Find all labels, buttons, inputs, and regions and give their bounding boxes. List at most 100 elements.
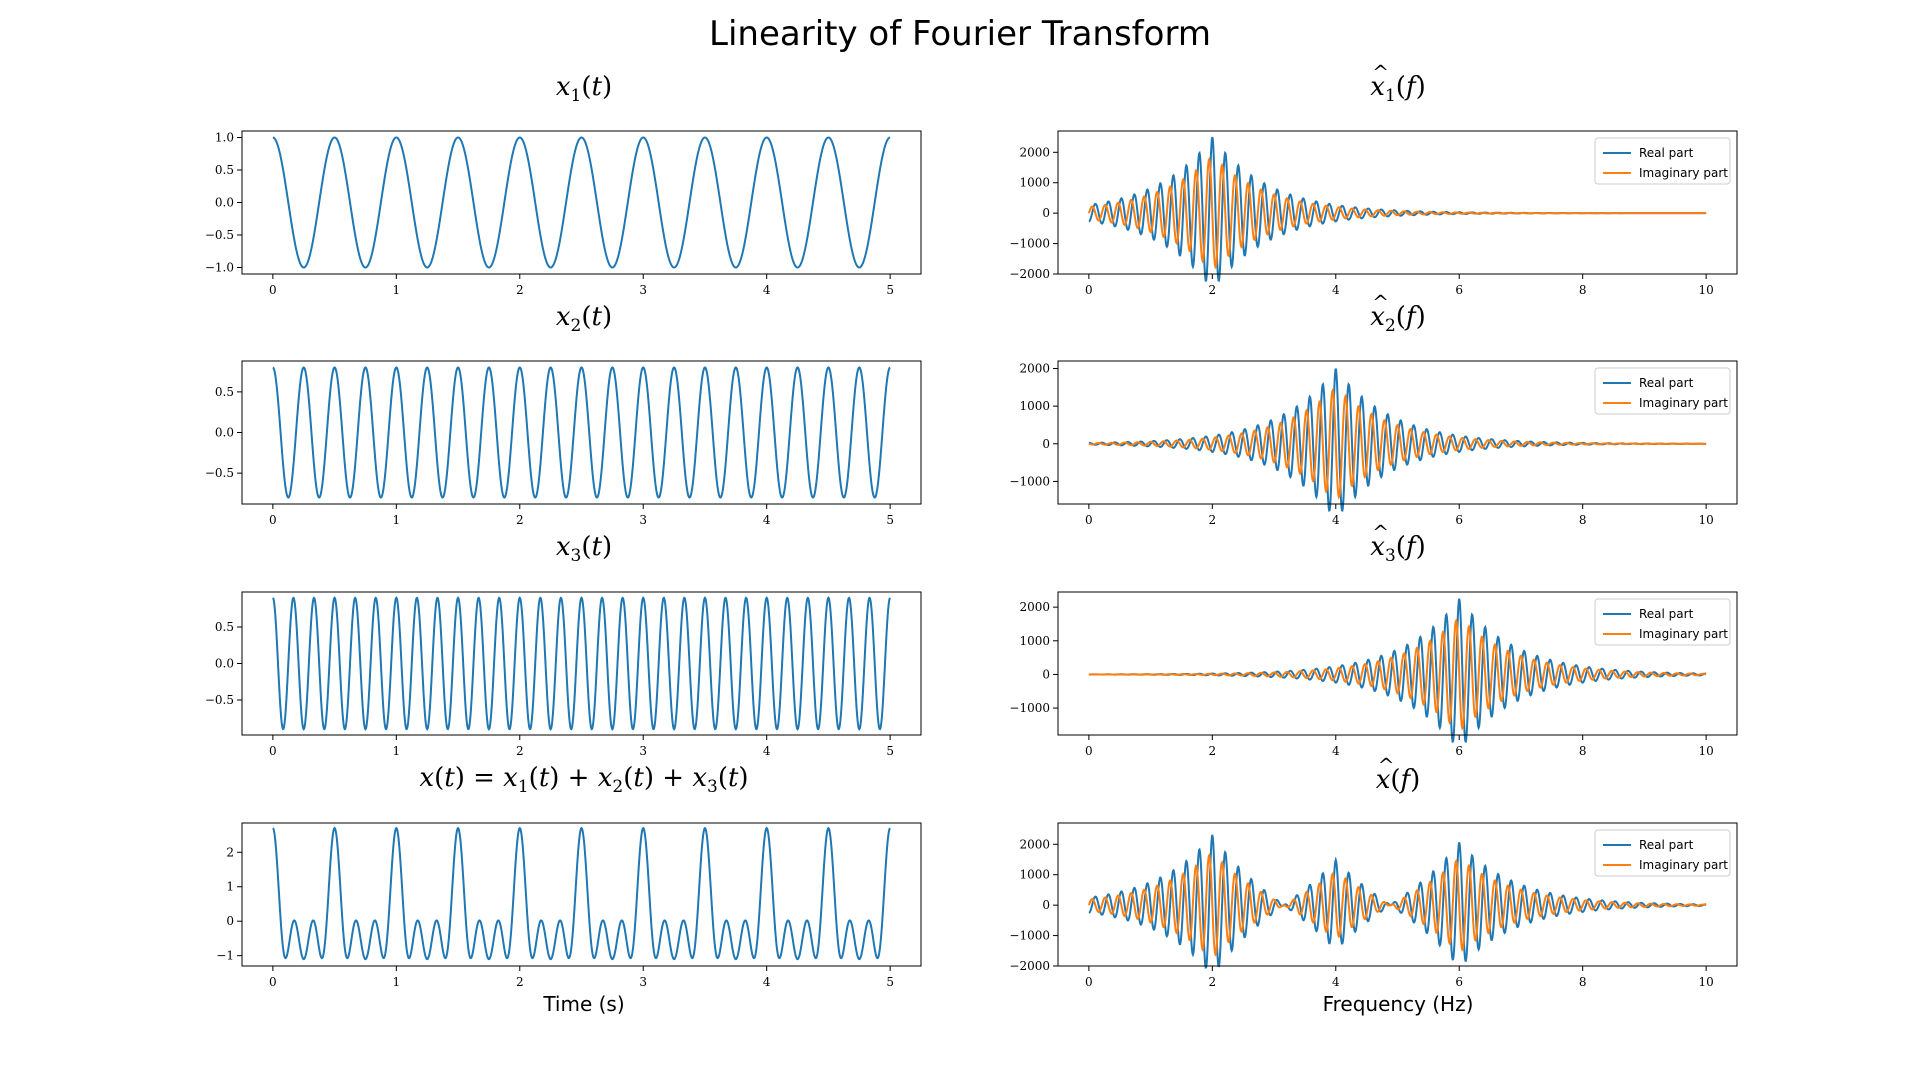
plot-5-ytick-label: −0.5 (205, 693, 234, 707)
plot-1-xtick-label: 3 (639, 283, 647, 297)
plot-7-xtick-label: 1 (392, 975, 400, 989)
title-x2: x2(t) (555, 302, 613, 336)
plot-4-frame (1057, 360, 1738, 505)
plot-8-xtick-label: 2 (1208, 975, 1216, 989)
plot-6-legend-label: Imaginary part (1639, 627, 1728, 641)
plot-7-xtick-label: 0 (269, 975, 277, 989)
plot-2-xtick-label: 6 (1455, 283, 1463, 297)
plot-5-xtick-label: 4 (763, 744, 771, 758)
plot-3-xtick-label: 5 (886, 513, 894, 527)
plot-4-xtick-label: 0 (1085, 513, 1093, 527)
plot-4-xtick-label: 4 (1332, 513, 1340, 527)
plot-7-ytick-label: 2 (226, 845, 234, 859)
plot-5-signal-line (272, 596, 891, 731)
plot-6-ytick-label: 0 (1042, 667, 1050, 681)
plot-7-ytick-label: 1 (226, 880, 234, 894)
title-x1-hat: x1(f) (1298, 60, 1498, 106)
plot-2-xtick-label: 4 (1332, 283, 1340, 297)
plot-1-ytick-label: 0.0 (215, 196, 234, 210)
frequency-axis-label: Frequency (Hz) (1322, 992, 1474, 1016)
plot-8-ytick-label: 1000 (1019, 868, 1050, 882)
plot-4-ytick-label: 1000 (1019, 399, 1050, 413)
plot-1-ytick-label: −0.5 (205, 228, 234, 242)
plot-3-ytick-label: 0.0 (215, 426, 234, 440)
plot-6-ytick-label: −1000 (1009, 701, 1050, 715)
plot-6-xtick-label: 8 (1579, 744, 1587, 758)
title-x1: x1(t) (555, 72, 613, 106)
plot-1-xtick-label: 4 (763, 283, 771, 297)
title-x-sum: x(t) = x1(t) + x2(t) + x3(t) (419, 763, 749, 797)
plot-6-ytick-label: 1000 (1019, 634, 1050, 648)
plot-2-legend-label: Real part (1639, 146, 1694, 160)
plot-5-frame (241, 591, 922, 736)
plot-8-xtick-label: 10 (1698, 975, 1713, 989)
plot-8-real-line (1088, 834, 1707, 969)
plot-4-ytick-label: −1000 (1009, 474, 1050, 488)
plot-2-xtick-label: 10 (1698, 283, 1713, 297)
plot-6-xtick-label: 4 (1332, 744, 1340, 758)
plot-4-xtick-label: 10 (1698, 513, 1713, 527)
plot-1-ytick-label: 1.0 (215, 131, 234, 145)
plot-7-xtick-label: 2 (516, 975, 524, 989)
plot-3-signal-line (272, 366, 891, 499)
plot-7-xtick-label: 4 (763, 975, 771, 989)
plot-3-xtick-label: 3 (639, 513, 647, 527)
plot-6-xtick-label: 2 (1208, 744, 1216, 758)
plot-5-xtick-label: 5 (886, 744, 894, 758)
plot-1-frame (241, 130, 922, 275)
plot-7-ytick-label: −1 (216, 949, 234, 963)
plot-6-xtick-label: 6 (1455, 744, 1463, 758)
title-x3: x3(t) (555, 532, 613, 566)
plot-4-legend-label: Imaginary part (1639, 396, 1728, 410)
plot-5-xtick-label: 1 (392, 744, 400, 758)
plot-1-xtick-label: 0 (269, 283, 277, 297)
plot-4-ytick-label: 2000 (1019, 362, 1050, 376)
plot-3-xtick-label: 1 (392, 513, 400, 527)
plot-8-xtick-label: 6 (1455, 975, 1463, 989)
plot-2-xtick-label: 8 (1579, 283, 1587, 297)
plot-5-xtick-label: 2 (516, 744, 524, 758)
plot-2-legend-label: Imaginary part (1639, 166, 1728, 180)
plot-8-ytick-label: 2000 (1019, 837, 1050, 851)
plot-2-frame (1057, 130, 1738, 275)
plot-1-xtick-label: 1 (392, 283, 400, 297)
plot-8-xtick-label: 4 (1332, 975, 1340, 989)
plot-4-ytick-label: 0 (1042, 437, 1050, 451)
plot-2-xtick-label: 2 (1208, 283, 1216, 297)
plot-2-ytick-label: −1000 (1009, 237, 1050, 251)
plot-8-legend-label: Imaginary part (1639, 858, 1728, 872)
plot-3-xtick-label: 0 (269, 513, 277, 527)
plot-7-ytick-label: 0 (226, 914, 234, 928)
plot-7-frame (241, 822, 922, 967)
plot-2-ytick-label: 1000 (1019, 176, 1050, 190)
plot-4-xtick-label: 6 (1455, 513, 1463, 527)
plot-5-ytick-label: 0.5 (215, 620, 234, 634)
plot-7-xtick-label: 3 (639, 975, 647, 989)
plot-8-xtick-label: 8 (1579, 975, 1587, 989)
figure-title: Linearity of Fourier Transform (709, 14, 1211, 54)
plot-7-signal-line (272, 826, 891, 961)
plot-4-imag-line (1088, 388, 1707, 500)
plot-2-ytick-label: −2000 (1009, 267, 1050, 281)
plot-3-ytick-label: −0.5 (205, 466, 234, 480)
plot-6-xtick-label: 10 (1698, 744, 1713, 758)
plot-3-xtick-label: 2 (516, 513, 524, 527)
plot-1-xtick-label: 5 (886, 283, 894, 297)
plot-8-ytick-label: −1000 (1009, 929, 1050, 943)
time-axis-label: Time (s) (543, 992, 625, 1016)
plot-3-xtick-label: 4 (763, 513, 771, 527)
plot-2-ytick-label: 0 (1042, 206, 1050, 220)
plot-8-ytick-label: −2000 (1009, 959, 1050, 973)
title-x2-hat: x2(f) (1298, 290, 1498, 336)
plot-1-ytick-label: 0.5 (215, 163, 234, 177)
plot-3-frame (241, 360, 922, 505)
plot-6-legend-label: Real part (1639, 607, 1694, 621)
plot-2-imag-line (1087, 156, 1707, 270)
plot-6-imag-line (1088, 618, 1707, 731)
plot-5-ytick-label: 0.0 (215, 657, 234, 671)
plot-4-xtick-label: 2 (1208, 513, 1216, 527)
plot-1-signal-line (272, 136, 891, 269)
plot-1-ytick-label: −1.0 (205, 261, 234, 275)
